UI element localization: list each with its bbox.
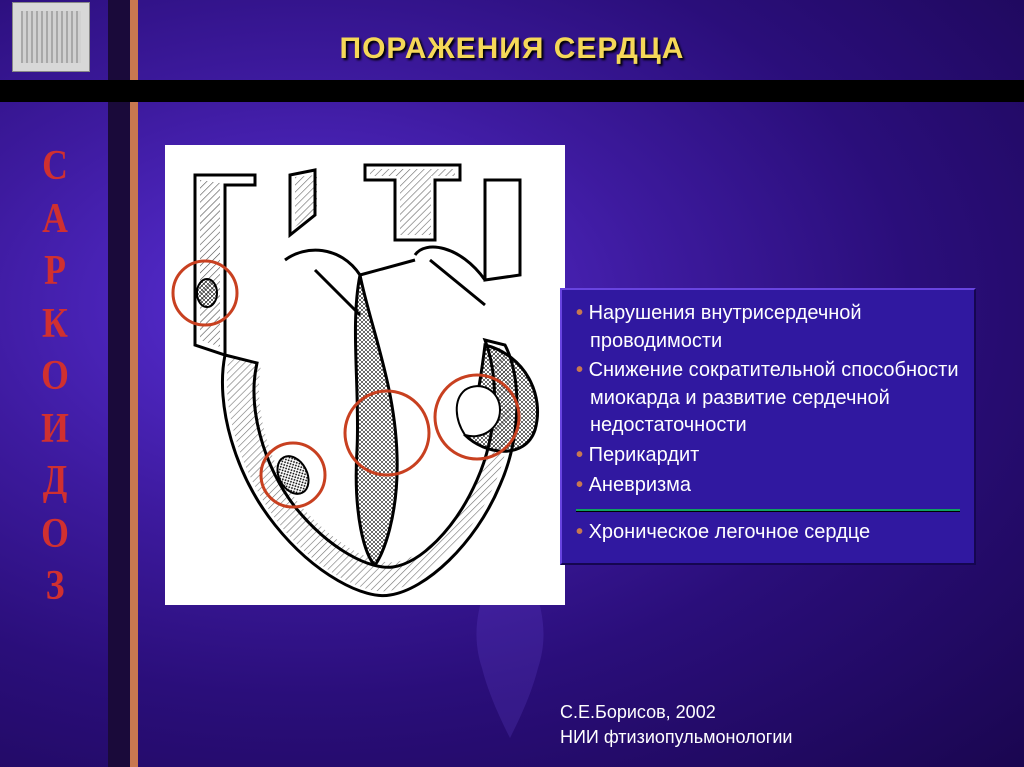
vchar: Р xyxy=(34,245,77,298)
findings-panel: Нарушения внутрисердечной проводимости С… xyxy=(560,288,976,565)
vchar: З xyxy=(34,560,77,613)
vchar: О xyxy=(34,508,77,561)
slide-title: ПОРАЖЕНИЯ СЕРДЦА xyxy=(0,32,1024,66)
vchar: Д xyxy=(34,455,77,508)
attribution-block: С.Е.Борисов, 2002 НИИ фтизиопульмонологи… xyxy=(560,700,792,749)
institution: НИИ фтизиопульмонологии xyxy=(560,725,792,749)
vchar: А xyxy=(34,193,77,246)
panel-divider xyxy=(576,509,960,511)
vchar: И xyxy=(34,403,77,456)
vchar: О xyxy=(34,350,77,403)
horizontal-black-bar xyxy=(0,80,1024,102)
list-item: Хроническое легочное сердце xyxy=(576,519,960,547)
vertical-bar-dark xyxy=(108,0,130,767)
list-item: Снижение сократительной способности миок… xyxy=(576,357,960,440)
list-item: Перикардит xyxy=(576,442,960,470)
author-year: С.Е.Борисов, 2002 xyxy=(560,700,792,724)
list-item: Аневризма xyxy=(576,472,960,500)
vertical-label-sarcoidosis: С А Р К О И Д О З xyxy=(30,140,80,613)
list-item: Нарушения внутрисердечной проводимости xyxy=(576,300,960,355)
vchar: С xyxy=(34,140,77,193)
heart-diagram xyxy=(165,145,565,605)
vchar: К xyxy=(34,298,77,351)
vertical-bar-accent xyxy=(130,0,138,767)
